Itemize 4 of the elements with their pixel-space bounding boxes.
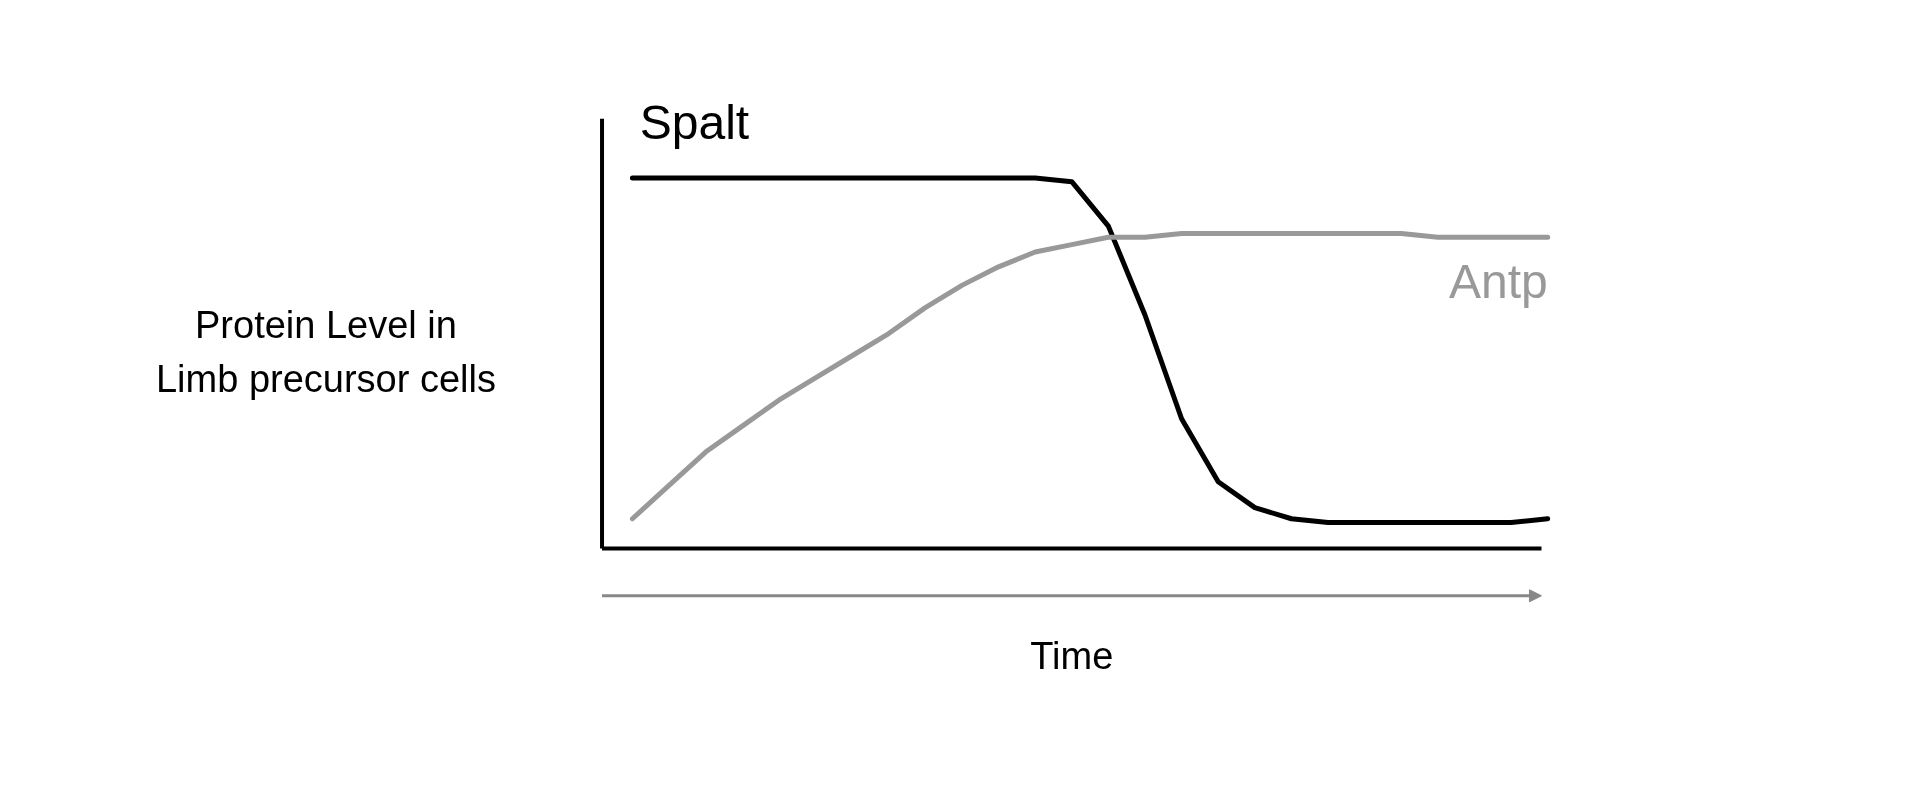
- x-axis-title: Time: [1030, 634, 1114, 677]
- series-label: Spalt: [639, 95, 750, 149]
- y-axis-title: Protein Level in Limb precursor cells: [155, 303, 496, 401]
- series-label: Antp: [1448, 255, 1548, 309]
